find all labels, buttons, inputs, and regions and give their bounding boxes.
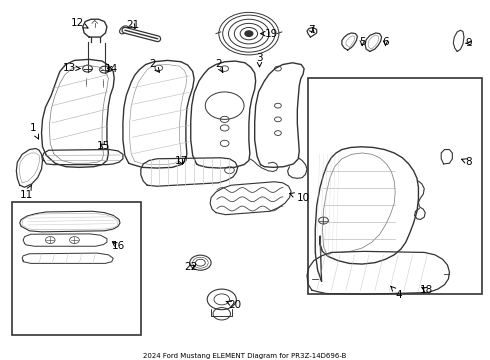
Text: 16: 16 <box>111 241 124 251</box>
Text: 12: 12 <box>71 18 88 28</box>
Bar <box>308 78 482 294</box>
Text: 1: 1 <box>29 123 39 139</box>
Circle shape <box>245 31 253 36</box>
Text: 4: 4 <box>391 286 402 300</box>
Text: 13: 13 <box>63 63 80 73</box>
Text: 17: 17 <box>174 156 188 166</box>
Text: 21: 21 <box>126 20 139 30</box>
Text: 22: 22 <box>184 262 197 273</box>
Text: 2024 Ford Mustang ELEMENT Diagram for PR3Z-14D696-B: 2024 Ford Mustang ELEMENT Diagram for PR… <box>143 352 347 359</box>
Bar <box>12 202 141 336</box>
Text: 2: 2 <box>215 59 223 72</box>
Text: 9: 9 <box>466 38 472 48</box>
Text: 7: 7 <box>309 25 315 35</box>
Text: 18: 18 <box>420 285 433 295</box>
Text: 5: 5 <box>359 37 366 47</box>
Text: 8: 8 <box>462 157 472 167</box>
Text: 14: 14 <box>105 64 119 73</box>
Text: 3: 3 <box>256 53 263 67</box>
Text: 19: 19 <box>261 29 278 39</box>
Text: 10: 10 <box>290 193 310 203</box>
Text: 2: 2 <box>149 59 160 72</box>
Text: 11: 11 <box>20 185 33 200</box>
Text: 6: 6 <box>382 37 389 47</box>
Text: 20: 20 <box>226 300 242 310</box>
Text: 15: 15 <box>97 141 110 151</box>
